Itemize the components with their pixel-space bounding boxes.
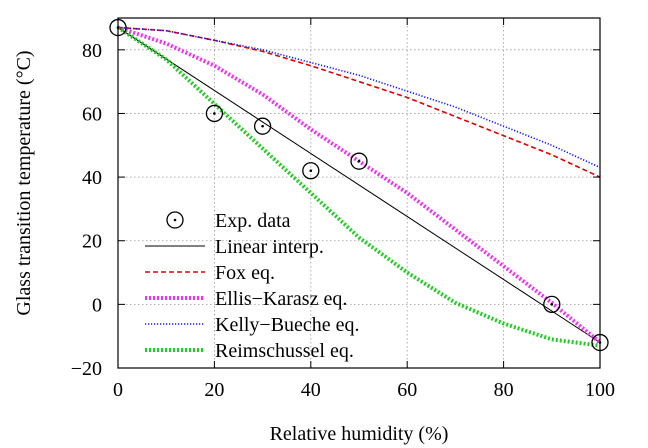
legend-label-fox-eq: Fox eq. [215, 262, 275, 284]
x-tick-label: 0 [113, 379, 123, 401]
data-point-ring [543, 295, 561, 314]
series-line-linear-interp [117, 27, 601, 343]
legend-marker-exp-data [166, 211, 184, 229]
data-point-dot [309, 169, 313, 173]
grid [118, 18, 600, 368]
legend-label-linear-interp: Linear interp. [215, 236, 324, 258]
legend-label-exp-data: Exp. data [215, 210, 291, 232]
x-axis-label: Relative humidity (%) [270, 423, 449, 445]
legend-label-reimschussel-eq: Reimschussel eq. [215, 340, 354, 362]
plot-frame [117, 17, 601, 369]
y-tick-label: 60 [82, 103, 102, 125]
data-point [350, 152, 368, 170]
y-tick-label: 0 [92, 294, 102, 316]
data-point-ring [205, 104, 224, 123]
series-line-reimschussel-eq [116, 25, 601, 348]
legend-label-kelly-bueche-eq: Kelly−Bueche eq. [215, 314, 360, 336]
data-point-ring [253, 117, 272, 135]
x-tick-label: 40 [301, 379, 321, 401]
data-point [253, 117, 272, 135]
x-tick-label: 80 [494, 379, 514, 401]
data-point-dot [261, 124, 264, 128]
data-point [205, 104, 224, 123]
y-tick-label: −20 [71, 358, 102, 380]
data-point-ring [302, 162, 320, 180]
data-point-dot [357, 159, 361, 163]
series-layer [109, 18, 609, 352]
data-point [302, 162, 320, 180]
legend-label-ellis-karasz-eq: Ellis−Karasz eq. [215, 288, 347, 310]
x-tick-label: 60 [397, 379, 417, 401]
x-tick-label: 20 [204, 379, 224, 401]
data-point-ring [350, 152, 368, 170]
y-tick-label: 80 [82, 40, 102, 62]
y-tick-label: 20 [82, 231, 102, 253]
y-axis-label: Glass transition temperature (°C) [13, 50, 35, 315]
ticks: 0 20 40 60 80 100 −20 0 20 40 60 80 [71, 18, 615, 401]
legend: Exp. data Linear interp. Fox eq. Ellis−Kara… [145, 210, 360, 362]
legend-marker-dot [173, 218, 177, 222]
data-point-dot [550, 303, 554, 306]
series-line-kelly-bueche-eq [117, 26, 601, 169]
x-tick-label: 100 [585, 379, 615, 401]
data-point [543, 295, 561, 314]
y-tick-label: 40 [82, 167, 102, 189]
data-point-dot [213, 112, 216, 115]
